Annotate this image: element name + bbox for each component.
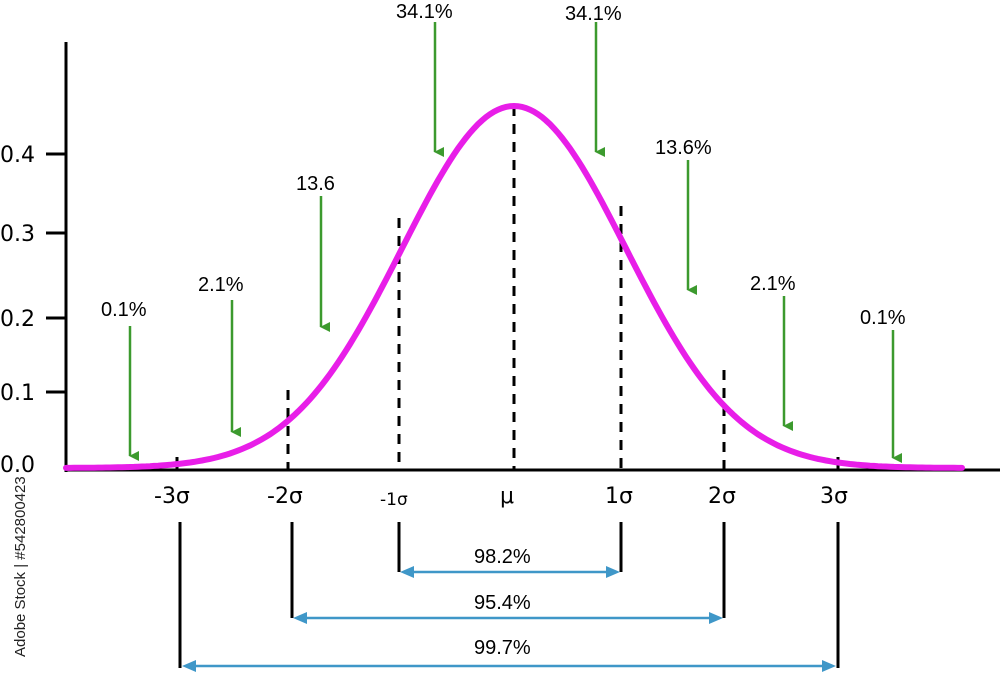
range-label-3: 99.7% <box>474 637 531 659</box>
bell-curve <box>63 102 965 471</box>
x-label-plus-3-sigma: 3σ <box>820 484 848 509</box>
y-tick-label: 0.3 <box>0 222 35 247</box>
x-label-plus-2-sigma: 2σ <box>708 484 736 509</box>
sigma-dashed-lines <box>286 106 726 470</box>
range-arrow-3-left-head <box>182 660 196 672</box>
region-label-4: 34.1% <box>396 1 453 23</box>
range-label-1: 98.2% <box>474 546 531 568</box>
region-label-8: 0.1% <box>860 307 906 329</box>
region-arrows <box>128 22 902 463</box>
x-label-minus-1-sigma: -1σ <box>380 490 408 510</box>
region-label-2: 2.1% <box>198 274 244 296</box>
region-label-6: 13.6% <box>655 137 712 159</box>
y-tick-label: 0.1 <box>0 381 35 406</box>
range-label-2: 95.4% <box>474 592 531 614</box>
x-label-plus-1-sigma: 1σ <box>605 484 633 509</box>
region-label-1: 0.1% <box>101 299 147 321</box>
x-label-mean: μ <box>500 484 514 509</box>
region-label-5: 34.1% <box>565 3 622 25</box>
range-arrow-1-right-head <box>606 566 620 578</box>
x-label-minus-3-sigma: -3σ <box>154 484 190 509</box>
watermark: Adobe Stock | #542800423 <box>12 476 29 657</box>
range-arrow-2-left-head <box>293 612 307 624</box>
region-labels: 0.1% 2.1% 13.6 34.1% 34.1% 13.6% 2.1% 0.… <box>101 1 906 329</box>
range-arrow-3-right-head <box>822 660 836 672</box>
x-axis-ticks <box>175 457 840 470</box>
range-brackets <box>178 522 840 668</box>
y-tick-label: 0.0 <box>0 453 35 478</box>
x-axis-labels: -3σ -2σ -1σ μ 1σ 2σ 3σ <box>154 484 848 510</box>
range-labels: 98.2% 95.4% 99.7% <box>474 546 531 659</box>
y-axis-ticks: 0.4 0.3 0.2 0.1 0.0 <box>0 143 66 478</box>
region-label-7: 2.1% <box>750 273 796 295</box>
y-tick-label: 0.2 <box>0 307 35 332</box>
range-arrow-2-right-head <box>709 612 723 624</box>
x-label-minus-2-sigma: -2σ <box>267 484 303 509</box>
range-arrow-1-left-head <box>400 566 414 578</box>
y-tick-label: 0.4 <box>0 143 35 168</box>
region-label-3: 13.6 <box>296 173 335 195</box>
range-arrows <box>182 566 836 672</box>
